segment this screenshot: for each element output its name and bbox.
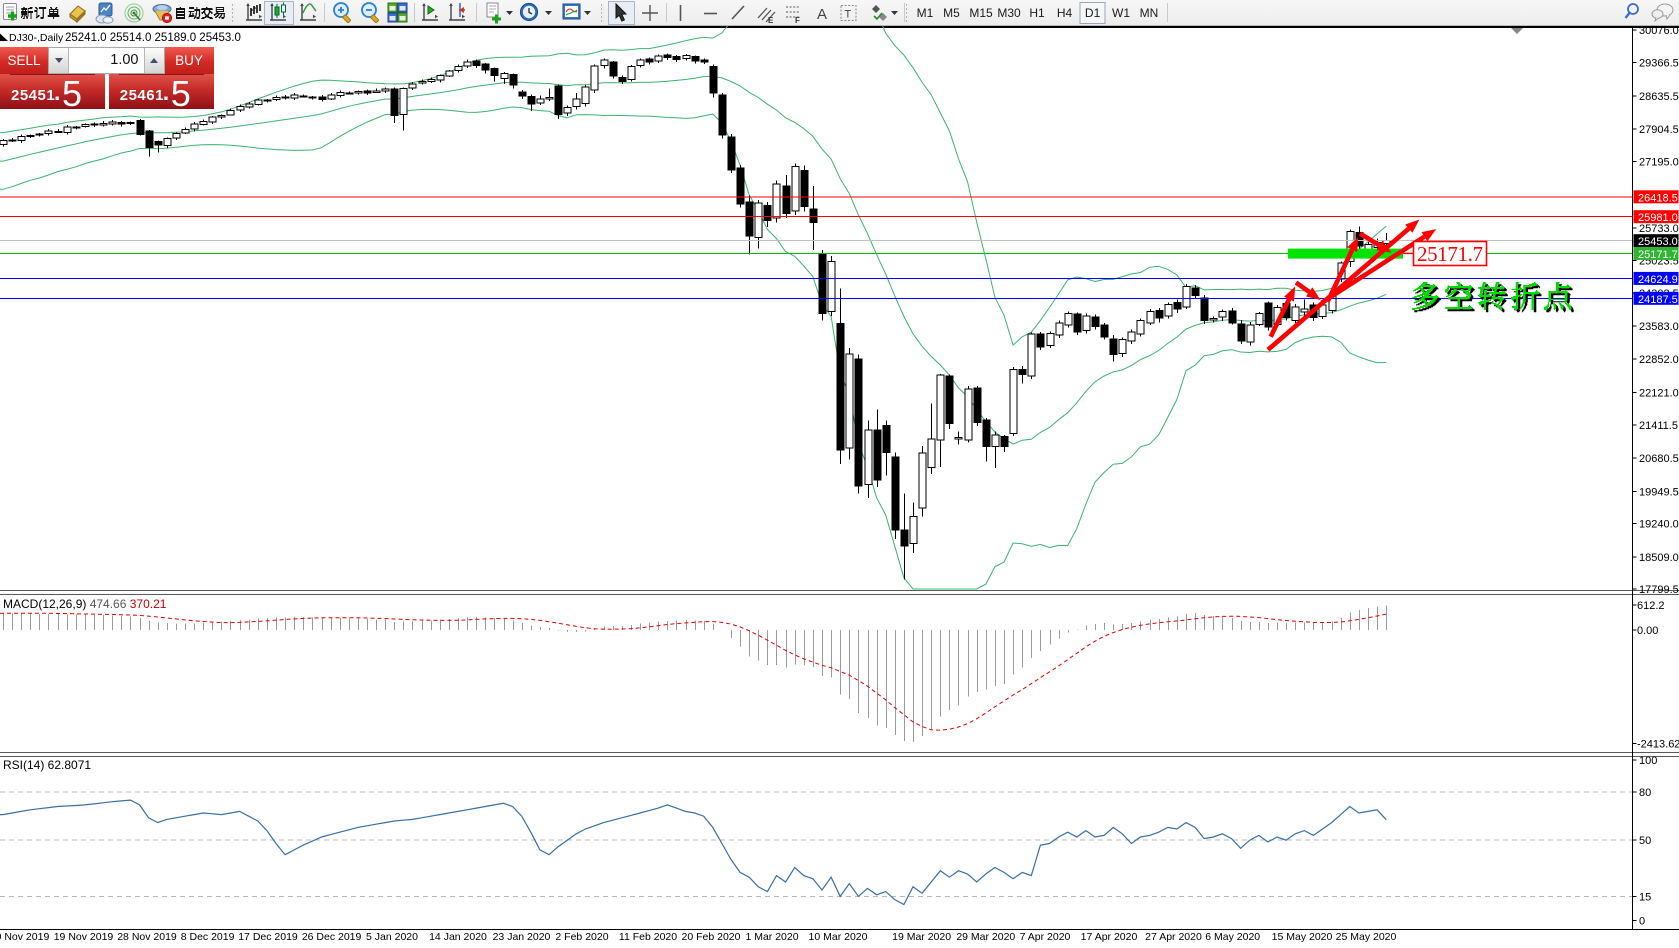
svg-text:7 Apr 2020: 7 Apr 2020 — [1020, 931, 1071, 943]
svg-text:-2413.62: -2413.62 — [1637, 739, 1679, 751]
svg-text:25733.0: 25733.0 — [1639, 223, 1679, 235]
svg-text:23 Jan 2020: 23 Jan 2020 — [493, 931, 551, 943]
svg-text:26 Dec 2019: 26 Dec 2019 — [302, 931, 362, 943]
svg-text:28 Nov 2019: 28 Nov 2019 — [117, 931, 177, 943]
svg-text:F: F — [795, 16, 800, 25]
svg-text:15: 15 — [1639, 891, 1651, 903]
svg-text:25241.0 25514.0 25189.0 25453.: 25241.0 25514.0 25189.0 25453.0 — [65, 32, 241, 44]
svg-text:17 Apr 2020: 17 Apr 2020 — [1081, 931, 1138, 943]
svg-text:19240.0: 19240.0 — [1639, 519, 1679, 531]
svg-text:5 Jan 2020: 5 Jan 2020 — [366, 931, 418, 943]
svg-text:W1: W1 — [1112, 6, 1130, 20]
svg-text:23583.0: 23583.0 — [1639, 321, 1679, 333]
svg-text:20680.5: 20680.5 — [1639, 453, 1679, 465]
svg-text:20 Feb 2020: 20 Feb 2020 — [682, 931, 741, 943]
svg-text:10 Nov 2019: 10 Nov 2019 — [0, 931, 49, 943]
svg-text:80: 80 — [1639, 787, 1651, 799]
svg-text:25171.7: 25171.7 — [1638, 249, 1678, 261]
svg-text:M30: M30 — [997, 6, 1021, 20]
svg-text:H1: H1 — [1029, 6, 1045, 20]
svg-text:6 May 2020: 6 May 2020 — [1205, 931, 1260, 943]
svg-text:29 Mar 2020: 29 Mar 2020 — [956, 931, 1015, 943]
svg-text:DJ30-,Daily: DJ30-,Daily — [9, 32, 64, 44]
svg-text:19949.5: 19949.5 — [1639, 486, 1679, 498]
svg-text:25171.7: 25171.7 — [1417, 242, 1483, 266]
svg-text:26418.5: 26418.5 — [1638, 192, 1678, 204]
svg-text:19 Mar 2020: 19 Mar 2020 — [892, 931, 951, 943]
svg-text:24187.5: 24187.5 — [1638, 294, 1678, 306]
svg-text:T: T — [845, 9, 852, 21]
svg-text:50: 50 — [1639, 835, 1651, 847]
svg-text:10 Mar 2020: 10 Mar 2020 — [809, 931, 868, 943]
svg-text:27904.5: 27904.5 — [1639, 124, 1679, 136]
svg-text:E: E — [768, 16, 774, 25]
svg-text:21411.5: 21411.5 — [1639, 420, 1678, 432]
svg-text:25 May 2020: 25 May 2020 — [1336, 931, 1397, 943]
svg-text:11 Feb 2020: 11 Feb 2020 — [619, 931, 677, 943]
svg-text:H4: H4 — [1057, 6, 1073, 20]
svg-text:27 Apr 2020: 27 Apr 2020 — [1145, 931, 1202, 943]
svg-text:0: 0 — [1639, 916, 1645, 928]
svg-text:27195.0: 27195.0 — [1639, 156, 1679, 168]
svg-text:1 Mar 2020: 1 Mar 2020 — [745, 931, 798, 943]
svg-text:17799.5: 17799.5 — [1639, 584, 1679, 596]
svg-text:M1: M1 — [917, 6, 934, 20]
svg-text:22852.0: 22852.0 — [1639, 354, 1679, 366]
svg-text:24624.9: 24624.9 — [1638, 274, 1678, 286]
svg-text:D1: D1 — [1085, 6, 1101, 20]
svg-text:15 May 2020: 15 May 2020 — [1272, 931, 1333, 943]
svg-text:28635.5: 28635.5 — [1639, 91, 1679, 103]
svg-text:22121.0: 22121.0 — [1639, 387, 1679, 399]
svg-text:17 Dec 2019: 17 Dec 2019 — [238, 931, 298, 943]
svg-text:25981.0: 25981.0 — [1638, 212, 1678, 224]
svg-text:8 Dec 2019: 8 Dec 2019 — [181, 931, 235, 943]
svg-text:19 Nov 2019: 19 Nov 2019 — [54, 931, 114, 943]
svg-text:612.2: 612.2 — [1637, 600, 1665, 612]
svg-text:100: 100 — [1639, 755, 1657, 767]
svg-text:A: A — [817, 6, 827, 23]
svg-text:0.00: 0.00 — [1637, 625, 1658, 637]
svg-text:25453.0: 25453.0 — [1638, 236, 1678, 248]
svg-text:30076.0: 30076.0 — [1639, 25, 1679, 37]
svg-text:M5: M5 — [943, 6, 960, 20]
svg-text:MN: MN — [1140, 6, 1159, 20]
svg-text:M15: M15 — [969, 6, 993, 20]
svg-text:14 Jan 2020: 14 Jan 2020 — [429, 931, 487, 943]
svg-text:2 Feb 2020: 2 Feb 2020 — [555, 931, 608, 943]
svg-text:MACD(12,26,9) 474.66 370.21: MACD(12,26,9) 474.66 370.21 — [3, 597, 167, 611]
svg-text:RSI(14) 62.8071: RSI(14) 62.8071 — [3, 758, 91, 772]
svg-text:18509.0: 18509.0 — [1639, 552, 1679, 564]
svg-text:29366.5: 29366.5 — [1639, 58, 1679, 70]
